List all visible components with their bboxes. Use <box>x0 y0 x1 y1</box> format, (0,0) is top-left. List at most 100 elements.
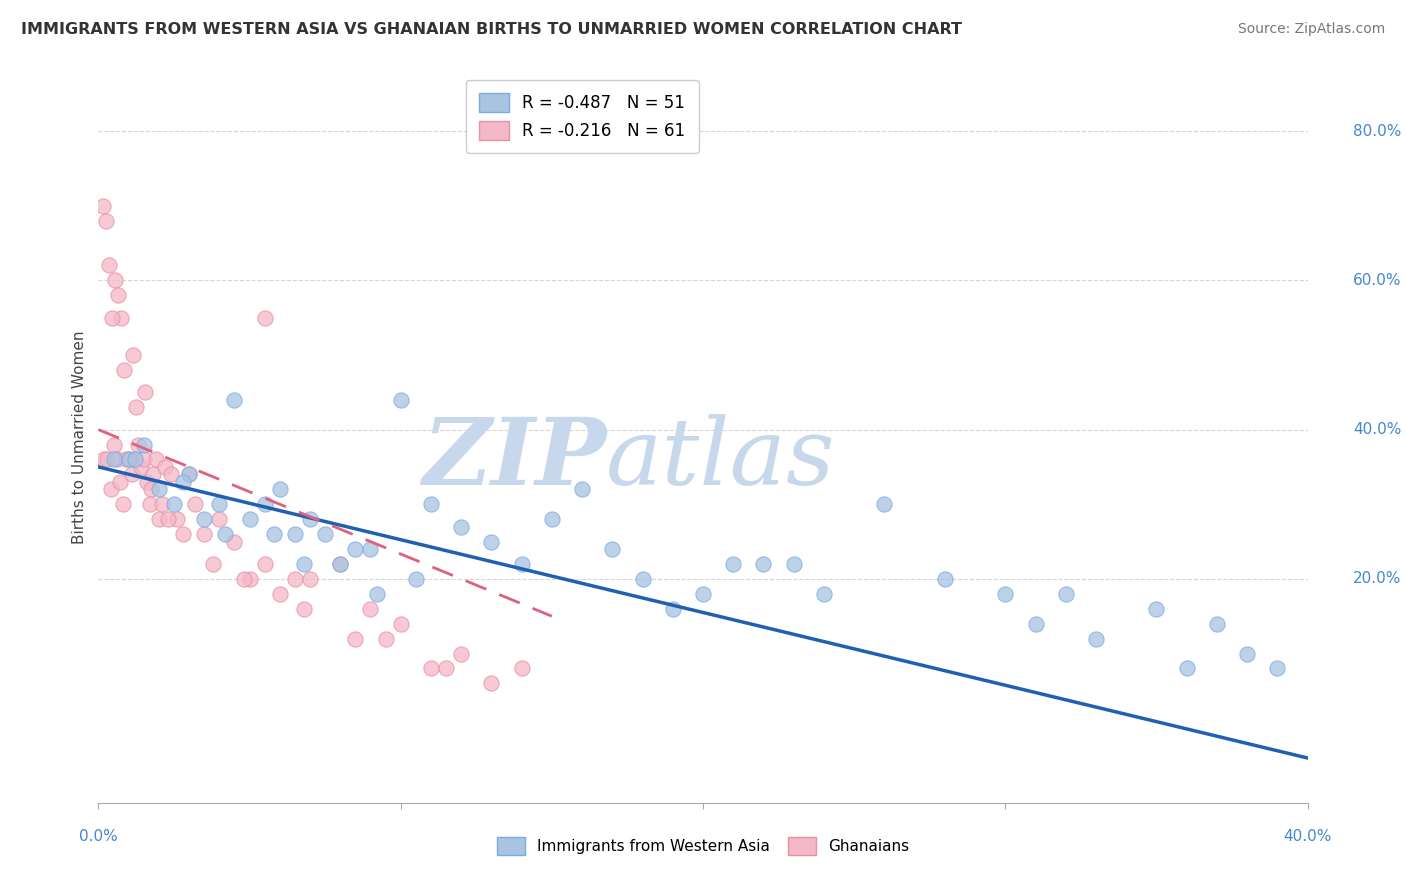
Point <box>224 392 246 407</box>
Text: Source: ZipAtlas.com: Source: ZipAtlas.com <box>1237 22 1385 37</box>
Point <box>93 452 115 467</box>
Point <box>292 601 315 615</box>
Point <box>129 459 152 474</box>
Point <box>122 348 145 362</box>
Point <box>107 288 129 302</box>
Text: 60.0%: 60.0% <box>1353 273 1402 288</box>
Text: 20.0%: 20.0% <box>1353 572 1402 586</box>
Point <box>723 557 745 571</box>
Text: 80.0%: 80.0% <box>1353 124 1402 138</box>
Point <box>284 527 307 541</box>
Point <box>202 557 225 571</box>
Point <box>150 497 173 511</box>
Point <box>108 475 131 489</box>
Text: atlas: atlas <box>606 414 835 504</box>
Point <box>631 572 654 586</box>
Point <box>214 527 236 541</box>
Point <box>450 519 472 533</box>
Point <box>661 601 683 615</box>
Point <box>389 392 412 407</box>
Point <box>344 542 367 557</box>
Point <box>269 587 291 601</box>
Point <box>344 632 367 646</box>
Point <box>179 467 201 482</box>
Point <box>208 497 231 511</box>
Point <box>420 661 443 675</box>
Point <box>374 632 396 646</box>
Point <box>434 661 457 675</box>
Point <box>208 512 231 526</box>
Text: IMMIGRANTS FROM WESTERN ASIA VS GHANAIAN BIRTHS TO UNMARRIED WOMEN CORRELATION C: IMMIGRANTS FROM WESTERN ASIA VS GHANAIAN… <box>21 22 962 37</box>
Point <box>481 534 503 549</box>
Point <box>783 557 806 571</box>
Point <box>299 512 322 526</box>
Point <box>118 452 141 467</box>
Point <box>253 497 276 511</box>
Point <box>284 572 307 586</box>
Point <box>105 452 128 467</box>
Point <box>103 452 125 467</box>
Point <box>692 587 714 601</box>
Text: 0.0%: 0.0% <box>79 829 118 844</box>
Point <box>145 452 167 467</box>
Point <box>263 527 285 541</box>
Point <box>934 572 956 586</box>
Point <box>292 557 315 571</box>
Point <box>179 467 201 482</box>
Point <box>100 483 122 497</box>
Point <box>118 452 141 467</box>
Text: ZIP: ZIP <box>422 414 606 504</box>
Point <box>1024 616 1046 631</box>
Point <box>125 401 148 415</box>
Point <box>121 467 143 482</box>
Point <box>184 497 207 511</box>
Point <box>1206 616 1229 631</box>
Point <box>98 259 121 273</box>
Point <box>329 557 352 571</box>
Point <box>360 542 382 557</box>
Point <box>91 199 114 213</box>
Point <box>420 497 443 511</box>
Point <box>1267 661 1289 675</box>
Point <box>366 587 388 601</box>
Point <box>163 497 186 511</box>
Point <box>103 437 125 451</box>
Point <box>111 497 134 511</box>
Y-axis label: Births to Unmarried Women: Births to Unmarried Women <box>72 330 87 544</box>
Point <box>148 512 170 526</box>
Point <box>360 601 382 615</box>
Point <box>994 587 1017 601</box>
Point <box>193 512 215 526</box>
Point <box>224 534 246 549</box>
Point <box>239 512 262 526</box>
Point <box>752 557 775 571</box>
Legend: Immigrants from Western Asia, Ghanaians: Immigrants from Western Asia, Ghanaians <box>491 831 915 861</box>
Point <box>299 572 322 586</box>
Point <box>1054 587 1077 601</box>
Point <box>124 452 146 467</box>
Point <box>873 497 896 511</box>
Point <box>172 527 194 541</box>
Point <box>405 572 427 586</box>
Point <box>1085 632 1108 646</box>
Point <box>232 572 254 586</box>
Point <box>193 527 215 541</box>
Point <box>132 452 155 467</box>
Point <box>253 310 276 325</box>
Point <box>253 557 276 571</box>
Point <box>148 483 170 497</box>
Point <box>510 557 533 571</box>
Point <box>1236 647 1258 661</box>
Point <box>124 452 146 467</box>
Point <box>540 512 562 526</box>
Point <box>172 475 194 489</box>
Point <box>329 557 352 571</box>
Point <box>166 512 188 526</box>
Point <box>141 483 163 497</box>
Text: 40.0%: 40.0% <box>1353 422 1402 437</box>
Point <box>112 363 135 377</box>
Point <box>239 572 262 586</box>
Point <box>156 512 179 526</box>
Point <box>269 483 291 497</box>
Point <box>142 467 165 482</box>
